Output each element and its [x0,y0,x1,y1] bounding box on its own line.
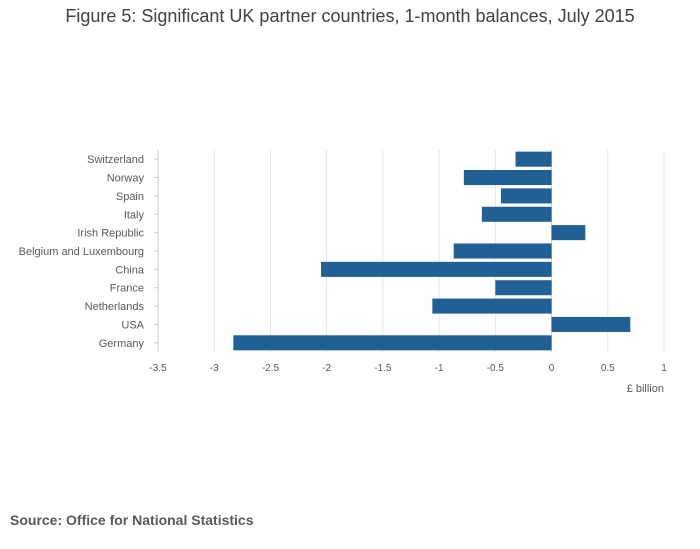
category-label: France [110,283,144,295]
bar-irish-republic [551,225,586,241]
bar-norway [463,170,552,186]
bar-netherlands [432,298,552,314]
bar-china [321,261,552,277]
category-label: Switzerland [87,154,144,166]
x-tick-label: -3.5 [149,363,167,374]
x-tick-label: -0.5 [487,363,505,374]
chart-title: Figure 5: Significant UK partner countri… [65,6,635,26]
bar-france [495,280,552,296]
bar-chart: Switzerland Norway Spain Italy Irish Republi… [19,150,667,395]
category-label: Norway [107,173,145,185]
category-label: Italy [124,209,145,221]
x-axis-ticks: -3.5 -3 -2.5 -2 -1.5 -1 -0.5 0 0.5 1 [149,363,667,374]
bar-usa [551,316,631,332]
category-label: Germany [99,338,145,350]
x-tick-label: -3 [210,363,219,374]
x-tick-label: -2 [322,363,331,374]
category-label: Irish Republic [77,228,144,240]
category-label: Belgium and Luxembourg [19,246,144,258]
x-tick-label: 0 [549,363,555,374]
category-label: Netherlands [85,301,145,313]
x-tick-label: -2.5 [262,363,280,374]
bar-belgium-and-luxembourg [453,243,552,259]
bar-spain [500,188,552,204]
x-tick-label: -1.5 [374,363,392,374]
category-label: USA [121,319,144,331]
x-tick-label: -1 [435,363,444,374]
bar-switzerland [515,151,552,167]
bar-germany [233,335,552,351]
category-label: China [115,264,145,276]
x-tick-label: 0.5 [601,363,615,374]
bar-italy [481,206,552,222]
source-note: Source: Office for National Statistics [10,512,254,528]
x-axis-title: £ billion [627,383,664,395]
bars [233,151,631,351]
gridlines [154,150,665,352]
x-tick-label: 1 [661,363,667,374]
category-label: Spain [116,191,144,203]
category-labels: Switzerland Norway Spain Italy Irish Republi… [19,154,145,350]
